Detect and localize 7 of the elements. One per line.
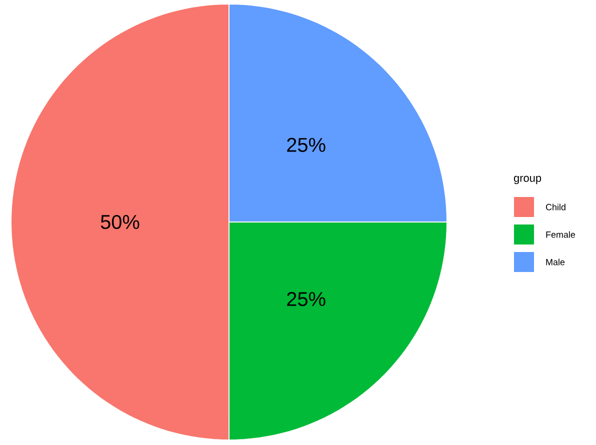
legend-title: group — [514, 176, 542, 184]
legend-label: Female — [546, 231, 576, 238]
data-label: 25% — [287, 292, 326, 306]
data-label: 25% — [287, 138, 326, 152]
data-label: 50% — [100, 214, 140, 230]
legend-label: Male — [546, 258, 565, 266]
legend-label: Child — [546, 204, 566, 210]
